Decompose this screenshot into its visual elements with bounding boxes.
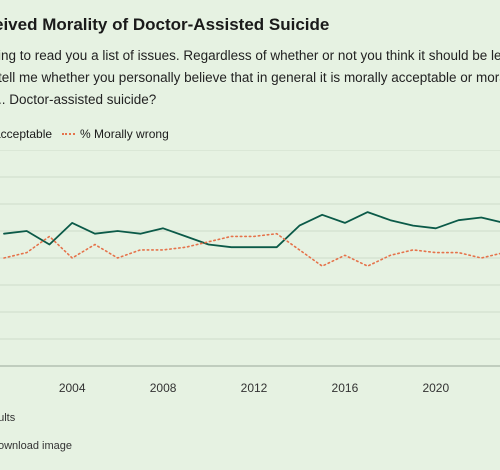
question-line-2: tell me whether you personally believe t… <box>0 70 500 85</box>
series-line-acceptable[interactable] <box>3 211 500 249</box>
legend-item-wrong[interactable]: % Morally wrong <box>62 127 169 141</box>
legend-item-acceptable[interactable]: acceptable <box>0 127 52 141</box>
x-tick-label-2020: 2020 <box>422 381 449 395</box>
chart-legend: acceptable % Morally wrong <box>0 127 179 141</box>
legend-label-wrong: % Morally wrong <box>80 127 169 141</box>
footnote: dults <box>0 412 16 424</box>
question-line-3: .. Doctor-assisted suicide? <box>0 92 157 107</box>
legend-label-acceptable: acceptable <box>0 127 53 141</box>
chart-title: eived Morality of Doctor-Assisted Suicid… <box>0 15 330 34</box>
x-tick-label-2008: 2008 <box>150 381 177 395</box>
x-tick-label-2012: 2012 <box>241 381 268 395</box>
x-tick-label-2016: 2016 <box>332 381 359 395</box>
line-chart: 2004 2008 2012 2016 2020 <box>0 150 500 395</box>
legend-swatch-wrong <box>62 133 76 135</box>
download-image-link[interactable]: ownload image <box>0 440 72 452</box>
question-line-1: ing to read you a list of issues. Regard… <box>0 48 500 63</box>
x-tick-label-2004: 2004 <box>59 381 86 395</box>
series-line-wrong[interactable] <box>3 232 500 267</box>
survey-question: ing to read you a list of issues. Regard… <box>0 45 500 111</box>
